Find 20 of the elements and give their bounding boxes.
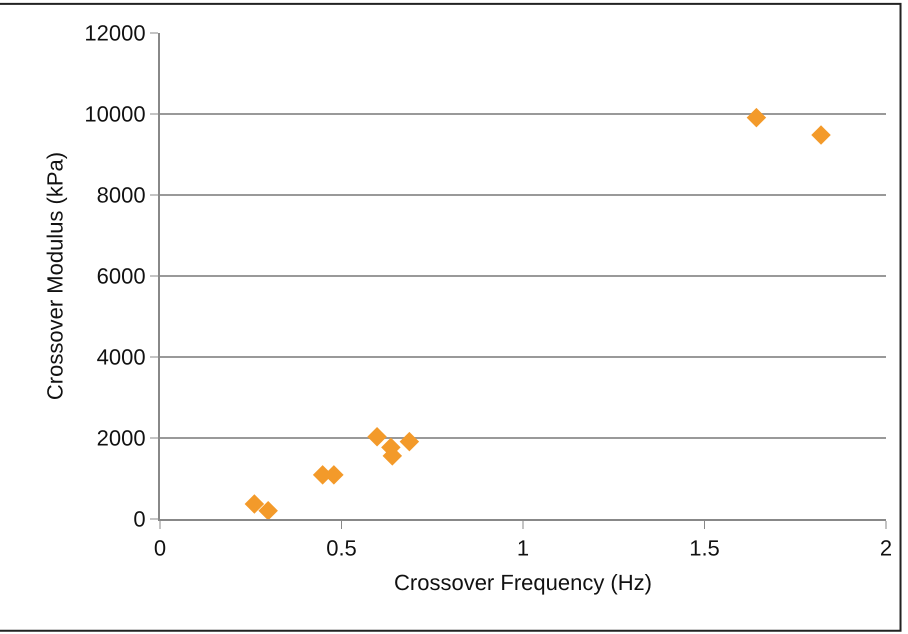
y-tick-label: 6000 [96, 264, 146, 289]
y-tick-label: 8000 [96, 182, 146, 208]
y-tick-label: 4000 [96, 344, 146, 370]
point [811, 125, 831, 145]
point [746, 108, 766, 128]
point [244, 494, 264, 514]
point [367, 427, 387, 447]
point [400, 432, 420, 452]
y-axis-title: Crossover Modulus (kPa) [42, 152, 68, 400]
y-tick-label: 2000 [96, 426, 146, 451]
x-tick-label: 0 [154, 535, 166, 560]
x-tick-label: 1 [516, 535, 530, 560]
x-tick-label: 0.5 [326, 535, 357, 560]
y-tick-label: 12000 [84, 20, 146, 46]
x-axis-title: Crossover Frequency (Hz) [394, 570, 652, 595]
x-tick-label: 2 [880, 535, 892, 560]
point [258, 500, 278, 519]
x-tick-label: 1.5 [689, 535, 720, 560]
y-tick-label: 10000 [84, 102, 146, 127]
y-tick-label: 0 [133, 506, 146, 532]
